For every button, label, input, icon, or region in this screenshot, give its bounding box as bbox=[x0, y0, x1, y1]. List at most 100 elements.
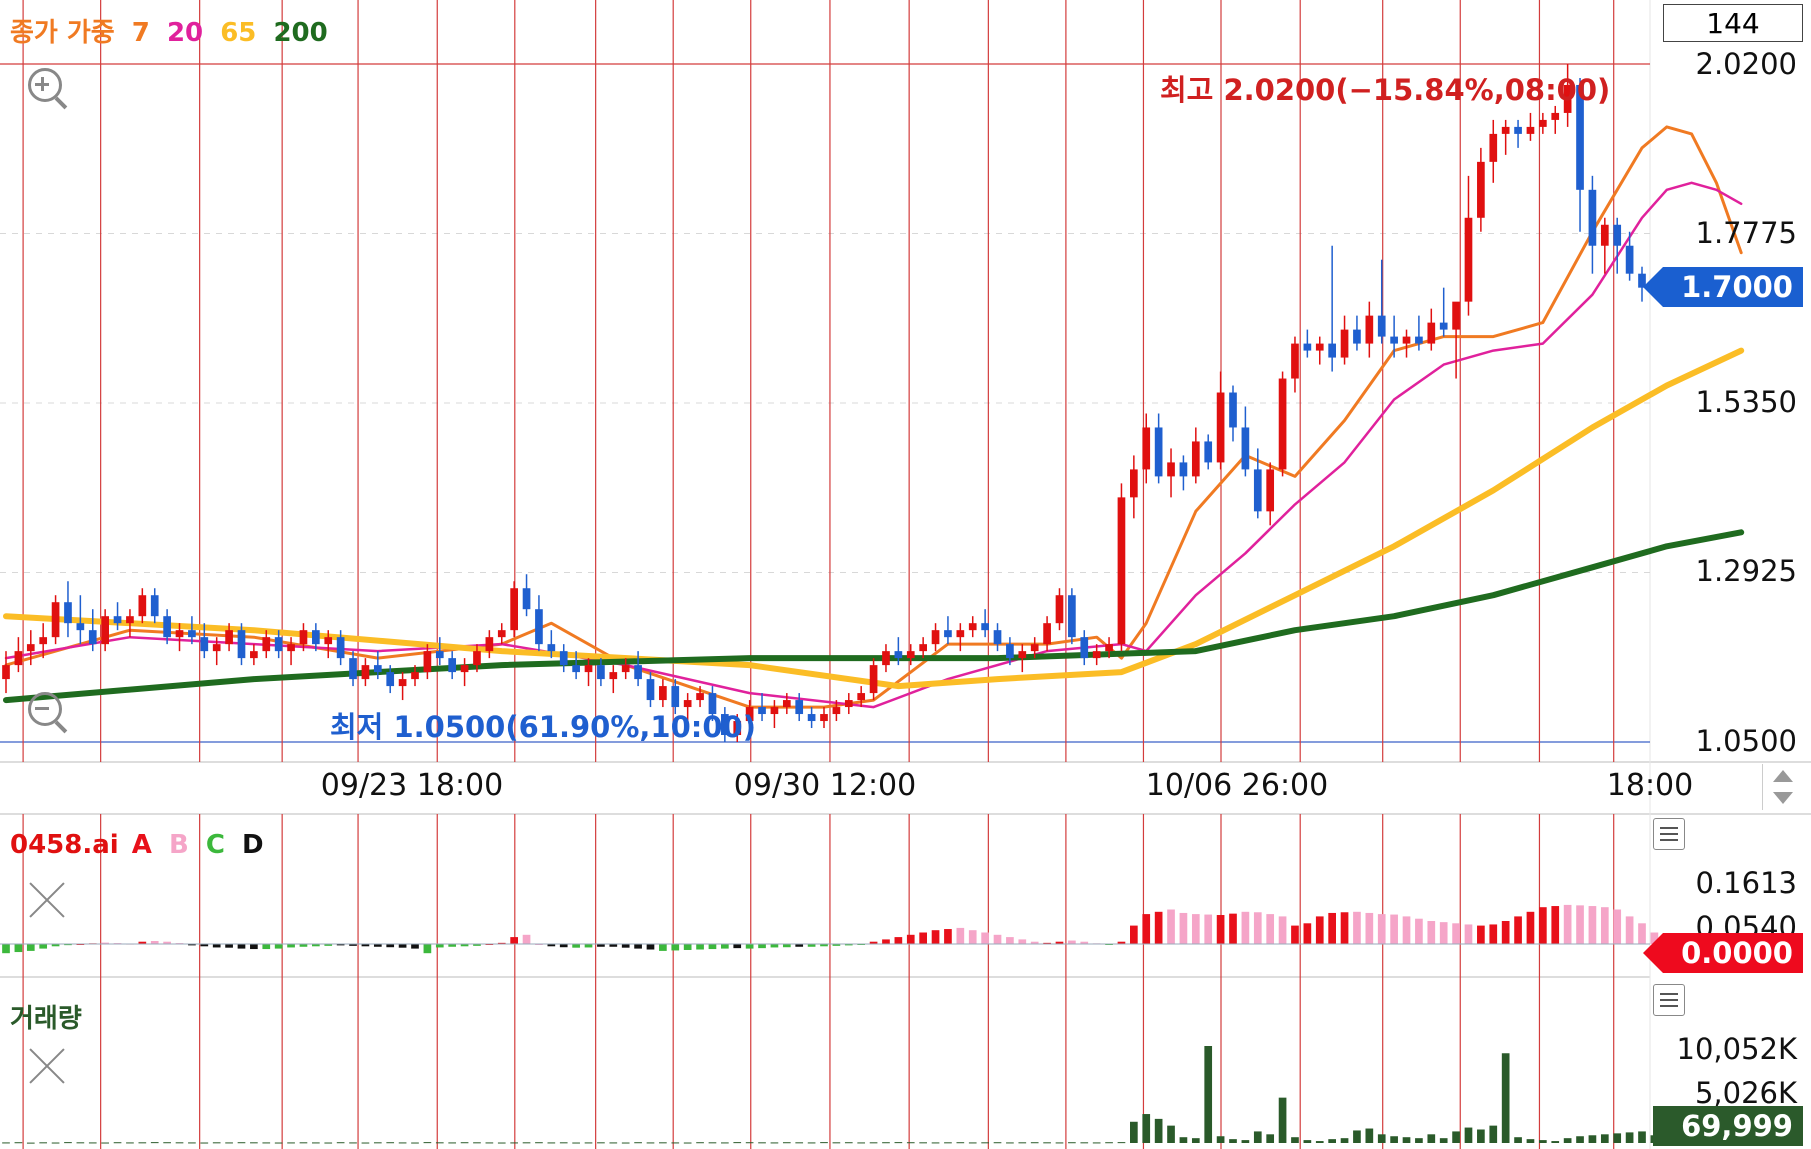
candle-body bbox=[1006, 644, 1014, 659]
up-down-arrows-icon[interactable] bbox=[1762, 764, 1803, 810]
oscillator-bar bbox=[51, 944, 60, 947]
candle-body bbox=[101, 616, 109, 645]
legend-ma7: 7 bbox=[131, 18, 150, 48]
candle bbox=[411, 665, 419, 687]
volume-bar bbox=[993, 1142, 1002, 1144]
candle bbox=[175, 623, 184, 652]
candle bbox=[1539, 112, 1547, 134]
candle bbox=[931, 623, 940, 652]
candle-body bbox=[39, 637, 48, 645]
candle bbox=[1055, 588, 1064, 631]
candle bbox=[324, 630, 333, 659]
candle-body bbox=[212, 644, 221, 652]
volume-bar bbox=[262, 1142, 271, 1144]
candle-body bbox=[708, 693, 717, 715]
candle bbox=[473, 644, 481, 673]
candlestick-layer bbox=[2, 64, 1646, 742]
candle bbox=[1030, 637, 1039, 659]
volume-bar bbox=[1340, 1138, 1349, 1143]
candle bbox=[659, 679, 667, 708]
volume-bar bbox=[832, 1142, 841, 1144]
y-tick-label: 1.5350 bbox=[1695, 385, 1797, 419]
candle-body bbox=[919, 644, 927, 652]
oscillator-bar bbox=[721, 944, 729, 949]
candle bbox=[745, 700, 754, 729]
y-tick-label: 1.2925 bbox=[1695, 554, 1797, 588]
oscillator-bar bbox=[26, 944, 35, 951]
candle bbox=[14, 637, 23, 673]
period-box[interactable]: 144 bbox=[1663, 4, 1803, 42]
volume-bar bbox=[1191, 1138, 1200, 1143]
candle bbox=[435, 637, 444, 666]
candle-body bbox=[832, 707, 841, 715]
volume-bar bbox=[1427, 1134, 1436, 1143]
candle bbox=[1291, 336, 1299, 393]
volume-title[interactable]: 거래량 bbox=[10, 1004, 82, 1034]
oscillator-bar bbox=[1055, 941, 1064, 944]
candle bbox=[1514, 119, 1522, 148]
candle-body bbox=[262, 637, 271, 652]
candle bbox=[212, 637, 221, 666]
zoom-in-icon[interactable] bbox=[26, 66, 70, 110]
oscillator-bar bbox=[708, 944, 717, 950]
oscillator-bar bbox=[138, 941, 147, 944]
volume-bar bbox=[1179, 1137, 1188, 1143]
oscillator-bar bbox=[448, 944, 457, 947]
oscillator-bar bbox=[621, 944, 630, 948]
candle-body bbox=[349, 658, 357, 680]
volume-bar bbox=[2, 1142, 10, 1144]
indicator-y-tick: 0.1613 bbox=[1695, 866, 1797, 900]
x-tick-label: 18:00 bbox=[1606, 768, 1694, 803]
zoom-out-icon[interactable] bbox=[26, 690, 70, 734]
volume-bar bbox=[361, 1142, 370, 1144]
oscillator-bar bbox=[1588, 906, 1597, 944]
close-icon[interactable] bbox=[27, 1046, 67, 1086]
candle-body bbox=[1303, 343, 1312, 351]
legend-label: 종가 가중 bbox=[10, 18, 115, 48]
candle bbox=[944, 616, 952, 645]
menu-icon[interactable] bbox=[1653, 818, 1685, 850]
indicator-legend[interactable]: 0458.ai A B C D bbox=[10, 830, 272, 860]
candle bbox=[1253, 448, 1262, 519]
candle-body bbox=[188, 630, 196, 638]
candle bbox=[1489, 119, 1498, 183]
candle-body bbox=[1080, 637, 1089, 659]
oscillator-bar bbox=[1613, 909, 1622, 944]
price-legend[interactable]: 종가 가중 7 20 65 200 bbox=[10, 12, 336, 49]
candle bbox=[1452, 301, 1460, 379]
volume-bar bbox=[1464, 1127, 1473, 1143]
candle-body bbox=[1625, 245, 1634, 274]
candle bbox=[857, 686, 866, 708]
candle-body bbox=[1105, 644, 1113, 652]
oscillator-bar bbox=[956, 927, 965, 944]
volume-bar bbox=[956, 1142, 965, 1144]
candle-body bbox=[435, 651, 444, 659]
candle bbox=[1353, 315, 1361, 351]
oscillator-bar bbox=[1452, 923, 1460, 944]
oscillator-bar bbox=[1600, 907, 1609, 944]
oscillator-bar bbox=[510, 937, 518, 944]
candle bbox=[820, 707, 828, 729]
oscillator-bar bbox=[1179, 912, 1188, 944]
candle-body bbox=[1191, 441, 1200, 477]
oscillator-bar bbox=[1514, 916, 1522, 944]
volume-bar bbox=[76, 1142, 85, 1144]
menu-icon[interactable] bbox=[1653, 984, 1685, 1016]
candle-body bbox=[1216, 392, 1225, 463]
oscillator-bar bbox=[1328, 912, 1336, 944]
oscillator-bar bbox=[250, 944, 258, 950]
volume-bar bbox=[1006, 1142, 1014, 1144]
candle bbox=[646, 672, 655, 708]
candle bbox=[1501, 119, 1510, 155]
oscillator-bar bbox=[1563, 904, 1572, 944]
candle-body bbox=[968, 623, 977, 631]
oscillator-bar bbox=[1353, 911, 1361, 944]
close-icon[interactable] bbox=[27, 880, 67, 920]
candle-body bbox=[721, 714, 729, 736]
oscillator-bar bbox=[1291, 925, 1299, 944]
oscillator-bar bbox=[1439, 922, 1448, 944]
candle bbox=[782, 693, 791, 715]
oscillator-bar bbox=[14, 944, 23, 953]
volume-bar bbox=[51, 1142, 60, 1144]
